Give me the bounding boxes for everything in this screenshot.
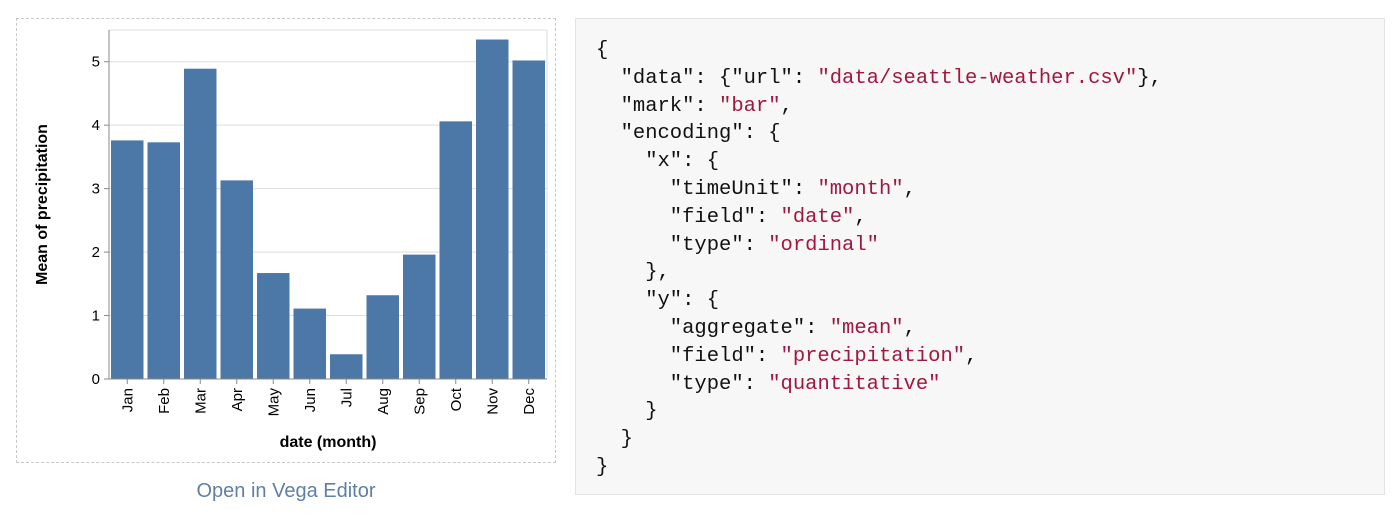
code-line: "timeUnit": "month", <box>596 178 916 201</box>
code-line: "type": "ordinal" <box>596 234 879 257</box>
bar-sep <box>403 254 436 379</box>
code-string-token: "mean" <box>829 316 904 340</box>
code-line: "aggregate": "mean", <box>596 317 916 340</box>
code-token: } <box>596 428 633 452</box>
code-token: , <box>965 344 978 368</box>
code-string-token: "ordinal" <box>768 233 879 257</box>
code-token: { <box>596 39 609 62</box>
code-line: } <box>596 456 608 479</box>
code-panel: { "data": {"url": "data/seattle-weather.… <box>575 18 1385 495</box>
bar-dec <box>512 60 545 379</box>
y-axis-title: Mean of precipitation <box>34 124 51 285</box>
y-tick-label: 4 <box>92 117 100 134</box>
bar-jun <box>293 308 326 379</box>
code-string-token: "data/seattle-weather.csv" <box>817 66 1138 90</box>
x-tick-label-nov: Nov <box>484 388 501 415</box>
code-line: }, <box>596 261 670 284</box>
code-token: } <box>596 455 609 479</box>
bar-oct <box>439 121 472 379</box>
vega-lite-spec-code: { "data": {"url": "data/seattle-weather.… <box>596 37 1162 482</box>
x-tick-label-mar: Mar <box>192 388 209 414</box>
x-tick-label-jun: Jun <box>302 388 319 412</box>
code-line: } <box>596 400 658 424</box>
chart-container: 0 1 2 3 4 5 Jan Feb Mar Apr May Jun Jul Aug Sep Oct Nov D… <box>16 18 556 463</box>
x-tick-label-sep: Sep <box>411 388 428 415</box>
y-tick-label: 1 <box>92 308 100 325</box>
code-token: "aggregate": <box>596 316 830 340</box>
code-string-token: "month" <box>817 177 904 201</box>
code-token: "timeUnit": <box>596 177 818 201</box>
y-tick-label: 5 <box>92 54 100 71</box>
code-token: , <box>780 94 793 118</box>
bar-nov <box>476 39 509 379</box>
code-line: "data": {"url": "data/seattle-weather.cs… <box>596 67 1162 90</box>
x-tick-label-dec: Dec <box>521 388 538 415</box>
code-token: "encoding": { <box>596 122 781 146</box>
code-token: } <box>596 400 658 424</box>
code-line: } <box>596 428 633 451</box>
code-token: , <box>903 177 916 201</box>
code-token: "x": { <box>596 150 720 174</box>
code-line: "type": "quantitative" <box>596 372 941 396</box>
x-tick-label-jul: Jul <box>338 388 355 407</box>
y-tick-label: 2 <box>92 244 100 261</box>
bar-mar <box>184 68 217 379</box>
x-tick-label-feb: Feb <box>156 388 173 414</box>
x-tick-label-may: May <box>265 388 282 417</box>
code-line: "field": "precipitation", <box>596 344 978 368</box>
code-string-token: "bar" <box>719 94 781 118</box>
code-line: "x": { <box>596 150 719 173</box>
y-tick-label: 0 <box>92 371 100 388</box>
code-token: }, <box>596 261 670 285</box>
code-string-token: "precipitation" <box>780 344 966 368</box>
code-token: "type": <box>596 372 769 396</box>
code-line: "field": "date", <box>596 206 867 229</box>
bar-aug <box>366 295 399 379</box>
open-in-vega-editor-link[interactable]: Open in Vega Editor <box>196 480 376 502</box>
bar-chart: 0 1 2 3 4 5 Jan Feb Mar Apr May Jun Jul Aug Sep Oct Nov D… <box>34 29 548 451</box>
x-tick-label-jan: Jan <box>119 388 136 412</box>
bar-jan <box>111 140 144 379</box>
x-tick-label-apr: Apr <box>229 388 246 411</box>
code-line: "y": { <box>596 289 719 312</box>
code-token: , <box>854 205 867 229</box>
code-string-token: "quantitative" <box>768 372 941 396</box>
bar-feb <box>147 142 180 379</box>
code-line: "mark": "bar", <box>596 95 793 118</box>
bar-apr <box>220 180 253 379</box>
code-line: "encoding": { <box>596 122 781 145</box>
code-string-token: "date" <box>780 205 855 229</box>
y-tick-label: 3 <box>92 181 100 198</box>
code-token: "mark": <box>596 94 720 118</box>
code-token: "data": {"url": <box>596 66 818 90</box>
x-tick-label-oct: Oct <box>448 387 465 411</box>
code-token: "field": <box>596 205 781 229</box>
code-token: "field": <box>596 344 781 368</box>
code-token: , <box>903 316 916 340</box>
code-line: { <box>596 39 608 62</box>
bar-may <box>257 273 290 379</box>
code-token: }, <box>1137 66 1162 90</box>
code-token: "y": { <box>596 289 720 313</box>
code-token: "type": <box>596 233 769 257</box>
bar-jul <box>330 354 363 379</box>
x-tick-label-aug: Aug <box>375 388 392 415</box>
x-axis-title: date (month) <box>280 434 377 451</box>
